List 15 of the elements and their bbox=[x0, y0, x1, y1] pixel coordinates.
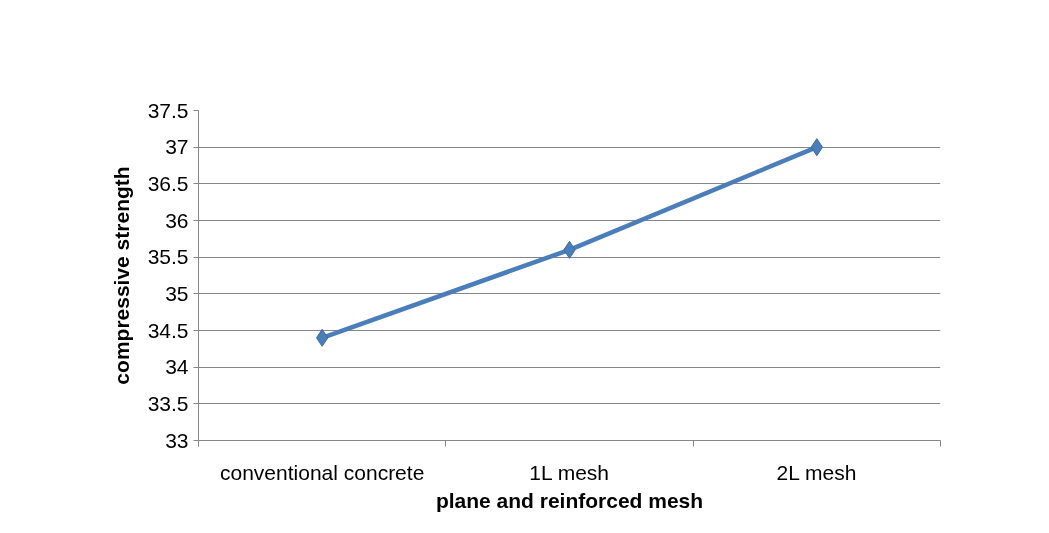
y-tick-label: 34 bbox=[165, 355, 189, 379]
x-tick-label: conventional concrete bbox=[220, 460, 425, 484]
y-tick-label: 34.5 bbox=[147, 318, 189, 342]
y-tick-label: 33.5 bbox=[147, 391, 189, 415]
y-tick-label: 36 bbox=[165, 208, 189, 232]
y-tick-label: 37 bbox=[165, 135, 189, 159]
y-axis-title: compressive strength bbox=[109, 166, 133, 385]
x-axis-title: plane and reinforced mesh bbox=[435, 488, 704, 512]
y-tick-label: 35.5 bbox=[147, 245, 189, 269]
x-tick-label: 2L mesh bbox=[776, 460, 857, 484]
y-tick-label: 35 bbox=[165, 281, 189, 305]
x-tick-label: 1L mesh bbox=[529, 460, 609, 484]
y-tick-label: 33 bbox=[165, 428, 189, 452]
y-tick-label: 37.5 bbox=[147, 98, 189, 122]
y-tick-label: 36.5 bbox=[147, 171, 189, 195]
